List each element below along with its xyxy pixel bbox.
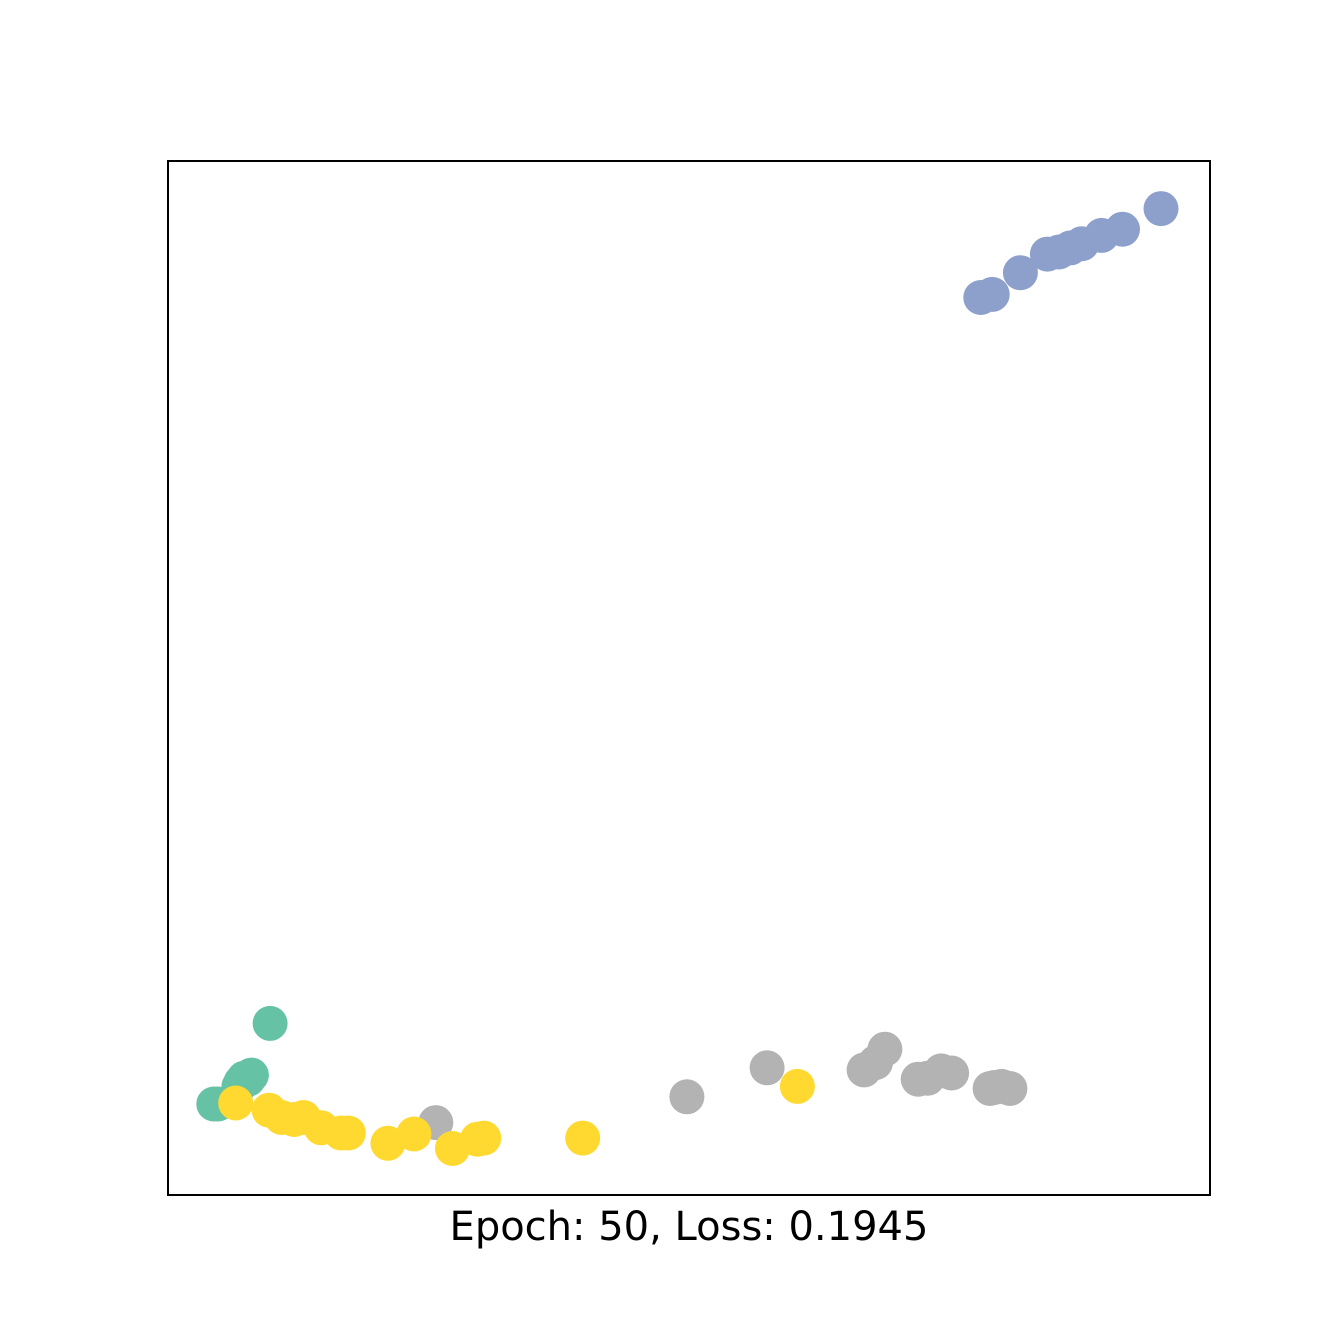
scatter-point-series-2-5 bbox=[846, 1052, 882, 1088]
x-axis-label: Epoch: 50, Loss: 0.1945 bbox=[450, 1204, 929, 1250]
scatter-point-series-1-9 bbox=[963, 280, 999, 315]
scatter-point-series-2-13 bbox=[972, 1071, 1008, 1106]
scatter-point-series-0-0 bbox=[252, 1005, 288, 1041]
scatter-point-series-3-9 bbox=[396, 1116, 432, 1152]
scatter-point-series-1-0 bbox=[1143, 191, 1179, 227]
scatter-point-series-1-6 bbox=[1029, 236, 1065, 272]
scatter-point-series-1-7 bbox=[1002, 255, 1038, 291]
scatter-point-series-2-9 bbox=[900, 1061, 936, 1097]
scatter-point-series-3-7 bbox=[330, 1115, 366, 1151]
scatter-point-series-2-2 bbox=[749, 1050, 785, 1086]
points-layer bbox=[196, 191, 1179, 1166]
scatter-point-series-3-14 bbox=[779, 1068, 815, 1104]
plot-frame bbox=[167, 160, 1211, 1196]
scatter-point-series-3-0 bbox=[218, 1085, 254, 1121]
scatter-point-series-3-13 bbox=[565, 1120, 601, 1156]
scatter-point-series-2-1 bbox=[669, 1079, 705, 1115]
scatter-point-series-3-12 bbox=[466, 1120, 502, 1156]
